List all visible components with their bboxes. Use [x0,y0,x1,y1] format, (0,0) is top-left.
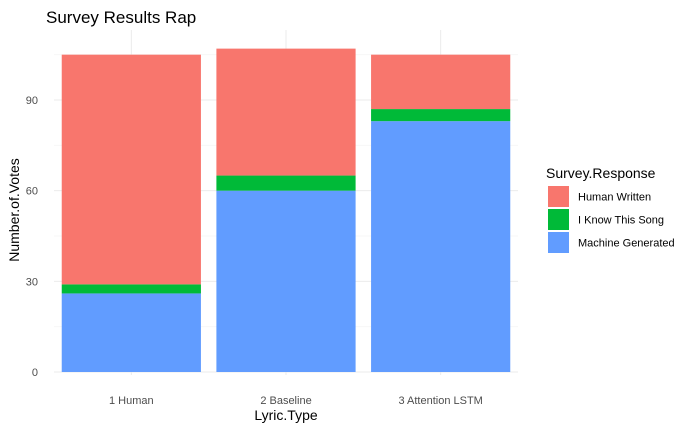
x-axis-title: Lyric.Type [254,407,317,423]
y-tick-label: 90 [26,95,38,107]
bar-machine-generated [371,121,511,373]
legend-title: Survey.Response [546,165,656,181]
y-tick-label: 0 [32,367,38,379]
y-tick-label: 30 [26,276,38,288]
y-tick-label: 60 [26,186,38,198]
legend-label: Machine Generated [578,238,675,250]
legend: Survey.Response Human Written I Know This… [546,165,675,253]
x-axis-ticks: 1 Human 2 Baseline 3 Attention LSTM [109,395,483,407]
y-axis-ticks: 0 30 60 90 [26,95,38,379]
legend-swatch [548,186,569,207]
bars [61,48,511,373]
y-axis-title: Number.of.Votes [6,158,22,262]
bar-machine-generated [61,293,201,372]
legend-label: Human Written [578,192,651,204]
bar-i-know-this-song [61,284,201,294]
bar-human-written [61,54,201,285]
bar-i-know-this-song [371,109,511,122]
bar-i-know-this-song [216,175,356,191]
legend-swatch [548,209,569,230]
x-tick-label: 3 Attention LSTM [398,395,482,407]
bar-human-written [216,48,356,176]
x-tick-label: 2 Baseline [260,395,311,407]
legend-label: I Know This Song [578,215,664,227]
x-tick-label: 1 Human [109,395,154,407]
legend-items: Human Written I Know This Song Machine Gen… [548,186,675,253]
legend-swatch [548,232,569,253]
chart-title: Survey Results Rap [46,8,196,27]
bar-human-written [371,54,511,110]
bar-machine-generated [216,190,356,372]
